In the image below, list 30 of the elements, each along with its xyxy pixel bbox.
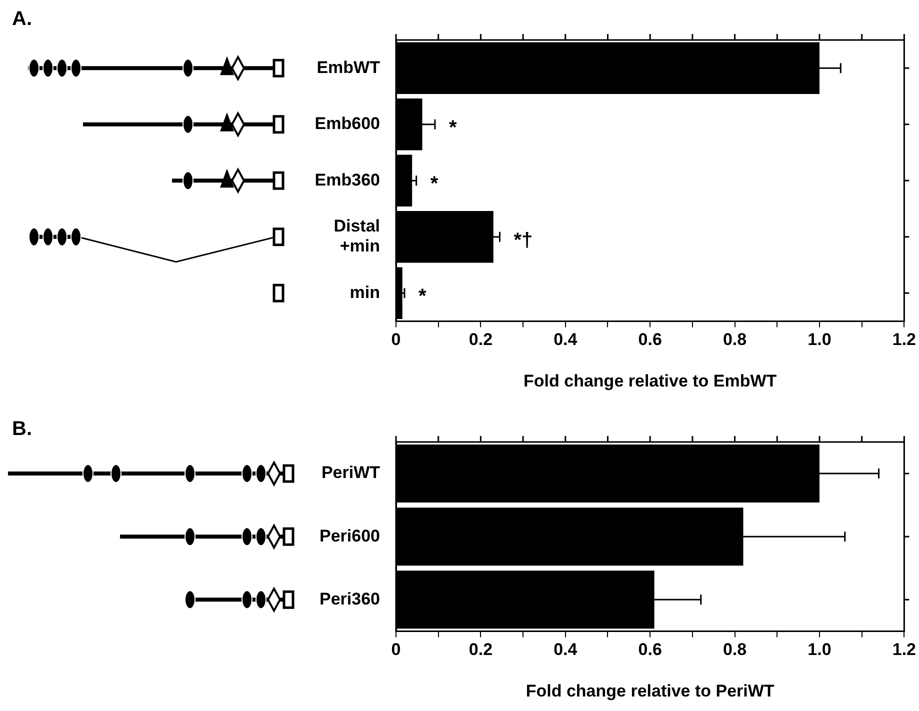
y-tick-label: Distal +min [334, 216, 380, 256]
x-tick-label: 1.2 [892, 640, 916, 660]
x-tick-label: 0 [391, 330, 401, 350]
y-tick-label: min [350, 282, 380, 302]
x-tick-label: 0.4 [554, 330, 578, 350]
x-tick-label: 0.8 [722, 330, 747, 350]
x-tick-label: 1.2 [892, 330, 916, 350]
x-tick-label: 0.2 [468, 640, 493, 660]
annotation: * [430, 173, 438, 196]
annotation: * [448, 116, 457, 139]
y-tick-label: Emb600 [314, 114, 380, 134]
x-axis-title: Fold change relative to PeriWT [526, 681, 775, 700]
x-tick-label: 1.0 [808, 330, 832, 350]
x-tick-label: 0.6 [638, 330, 662, 350]
y-tick-label: Emb360 [314, 170, 380, 190]
x-tick-label: 0.8 [722, 640, 747, 660]
y-tick-label: Peri360 [320, 589, 380, 608]
x-axis-title: Fold change relative to EmbWT [524, 371, 778, 390]
x-tick-label: 1.0 [808, 640, 832, 660]
x-tick-label: 0.4 [554, 640, 578, 660]
annotation: *† [514, 229, 533, 252]
text: A. [12, 8, 32, 31]
annotation: * [418, 286, 426, 308]
y-tick-label: PeriWT [321, 463, 381, 482]
y-tick-label: Peri600 [320, 526, 380, 546]
x-tick-label: 0 [391, 640, 401, 660]
text: B. [12, 418, 32, 441]
x-tick-label: 0.6 [638, 640, 662, 660]
x-tick-label: 0.2 [468, 330, 493, 350]
y-tick-label: EmbWT [316, 58, 381, 77]
